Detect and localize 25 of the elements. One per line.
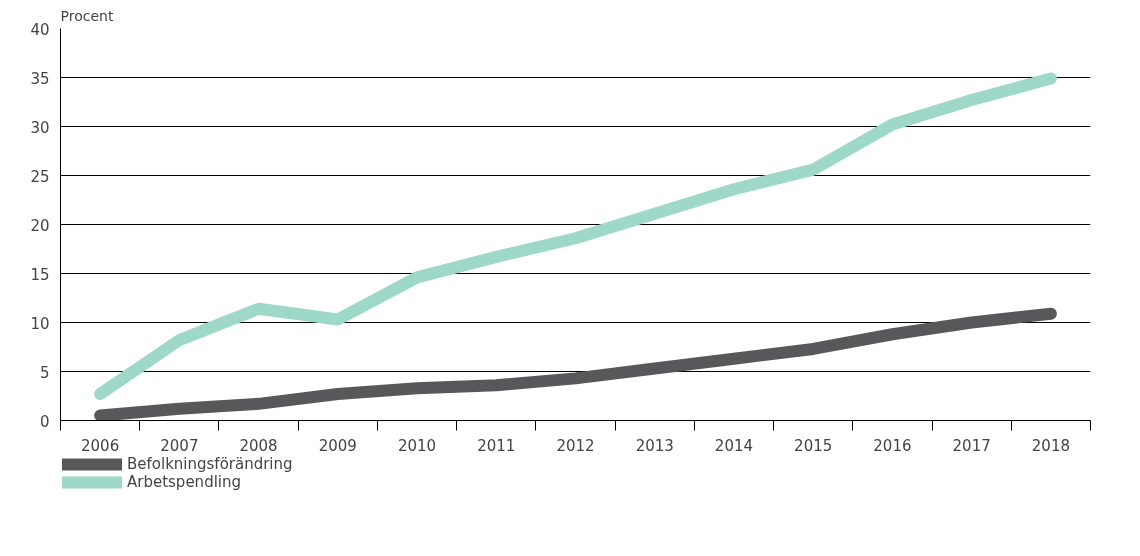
x-tick-label: 2007 (160, 436, 199, 455)
y-tick-label: 40 (30, 20, 50, 39)
x-tick-label: 2013 (635, 436, 674, 455)
y-tick-label: 35 (30, 69, 50, 88)
x-tick-label: 2012 (556, 436, 595, 455)
x-tick-label: 2014 (714, 436, 754, 455)
y-axis-title: Procent (60, 7, 114, 24)
x-tick-label: 2018 (1031, 436, 1070, 455)
x-tick-label: 2017 (952, 436, 991, 455)
y-tick-label: 5 (39, 363, 50, 382)
legend-label: Arbetspendling (127, 473, 242, 491)
y-tick-label: 10 (30, 314, 50, 333)
y-tick-label: 25 (30, 167, 50, 186)
x-tick-label: 2011 (477, 436, 516, 455)
x-tick-label: 2009 (318, 436, 357, 455)
x-tick-label: 2008 (239, 436, 278, 455)
x-tick-label: 2006 (81, 436, 120, 455)
x-tick-label: 2010 (397, 436, 437, 455)
y-tick-label: 15 (30, 265, 50, 284)
x-tick-label: 2016 (873, 436, 912, 455)
x-tick-label: 2015 (794, 436, 833, 455)
y-tick-label: 30 (30, 118, 50, 137)
legend-label: Befolkningsförändring (127, 455, 293, 473)
y-tick-label: 20 (30, 216, 50, 235)
y-tick-label: 0 (39, 412, 50, 431)
